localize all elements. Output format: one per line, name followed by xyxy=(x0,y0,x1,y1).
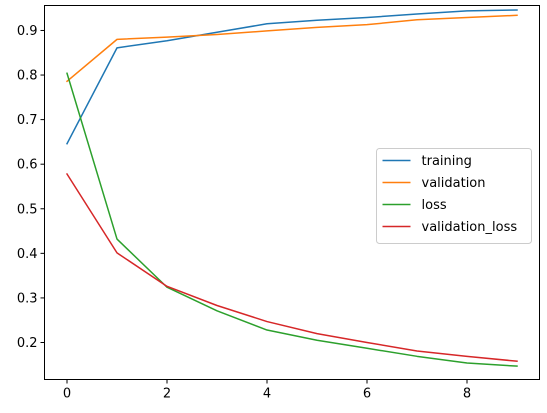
y-tick-label: 0.5 xyxy=(17,202,38,217)
series-line-loss xyxy=(66,72,518,367)
legend-label: training xyxy=(422,154,472,169)
legend-label: validation_loss xyxy=(422,220,518,235)
y-tick-label: 0.7 xyxy=(17,113,38,128)
y-tick-label: 0.3 xyxy=(17,291,38,306)
x-tick-label: 4 xyxy=(263,387,271,402)
y-tick-label: 0.6 xyxy=(17,158,38,173)
legend-label: validation xyxy=(422,176,486,191)
x-tick-label: 0 xyxy=(63,387,71,402)
y-tick-label: 0.2 xyxy=(17,336,38,351)
series-line-validation-loss xyxy=(65,172,518,363)
y-tick-label: 0.8 xyxy=(17,69,38,84)
y-axis: 0.2 0.3 0.4 0.5 0.6 0.7 0.8 0.9 xyxy=(17,24,45,351)
legend-frame xyxy=(376,148,532,244)
x-axis: 0 2 4 6 8 xyxy=(63,379,471,402)
x-tick-label: 2 xyxy=(163,387,171,402)
series-line-validation xyxy=(65,14,518,83)
y-tick-label: 0.4 xyxy=(17,247,38,262)
y-tick-label: 0.9 xyxy=(17,24,38,39)
x-tick-label: 6 xyxy=(363,387,371,402)
plot-area xyxy=(65,9,518,367)
x-tick-label: 8 xyxy=(463,387,471,402)
axes-frame xyxy=(44,5,540,380)
legend: training validation loss validation_loss xyxy=(376,148,532,244)
legend-label: loss xyxy=(422,198,447,213)
series-line-training xyxy=(65,9,518,145)
